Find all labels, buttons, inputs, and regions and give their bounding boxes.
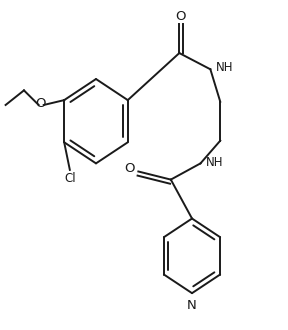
Text: Cl: Cl [64, 173, 76, 185]
Text: O: O [35, 97, 45, 110]
Text: NH: NH [215, 61, 233, 74]
Text: O: O [175, 10, 186, 23]
Text: NH: NH [206, 156, 223, 169]
Text: N: N [187, 299, 197, 312]
Text: O: O [125, 162, 135, 175]
